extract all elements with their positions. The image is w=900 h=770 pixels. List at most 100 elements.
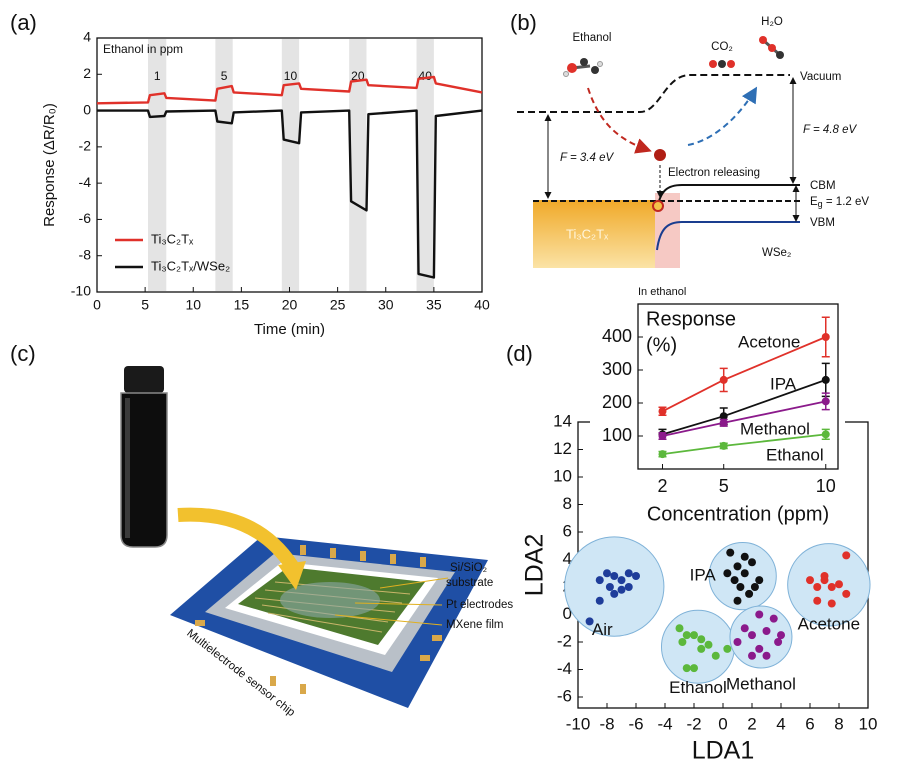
x-tick-label: 30 [378,297,394,313]
point [690,664,698,673]
point [719,412,728,421]
sensor-illustration: Si/SiO₂ substrate Pt electrodes MXene fi… [120,366,513,719]
co2-molecule [709,60,735,68]
h2o-molecule [759,36,784,59]
y-tick-label: 10 [553,466,572,485]
vial-cap [124,366,164,393]
cluster-label: IPA [690,566,717,585]
x-tick-label: -10 [566,714,591,733]
diagram-label-part: = 1.2 eV [823,196,870,208]
x-tick-label: -4 [657,714,672,733]
point [605,583,614,591]
point [719,418,728,427]
point [697,644,706,653]
pulse-label: 1 [154,69,161,83]
leader-lines [334,577,449,626]
y-tick-label: 4 [563,549,572,568]
point [595,596,604,605]
point [774,638,783,646]
y-tick-label: 100 [602,425,632,445]
point [726,548,735,557]
diagram-label: F = 4.8 eV [803,124,858,136]
point [806,576,814,585]
exposure-band [349,39,367,291]
x-tick-label: 10 [816,476,836,496]
contact-pads [195,545,442,694]
plot-frame [637,303,839,470]
point [748,631,756,640]
diagram-label: Vacuum [800,71,841,83]
point [719,375,728,384]
point [658,407,667,416]
panel-label: (b) [510,10,537,35]
y-tick-label: -2 [79,138,92,154]
diagram-label: F = 3.4 eV [560,152,615,164]
transfer-arrowhead [278,561,306,590]
y-tick-label: 4 [83,29,91,45]
y-tick-label: -10 [71,283,91,299]
ethanol-molecule [563,58,603,77]
point [658,450,667,459]
point [821,375,830,384]
cluster-circle [564,536,665,637]
cluster-label: Ethanol [669,678,727,697]
vbm-line [656,221,800,251]
point [748,651,756,660]
x-tick-label: 20 [282,297,298,313]
x-tick-label: 15 [234,297,250,313]
x-tick-label: 4 [776,714,785,733]
point [617,585,626,594]
pulse-label: 10 [284,69,298,83]
exposure-band [148,39,167,291]
band-diagram: Ethanol CO₂ H₂O Vacuum F = 3.4 eV F = 4.… [517,16,869,298]
cluster-label: Air [592,620,613,639]
point [842,551,851,560]
point [733,562,742,571]
diagram-label: WSe₂ [762,247,791,259]
x-tick-label: 2 [747,714,756,733]
diagram-label: H₂O [761,16,783,28]
diagram-label-part: E [810,196,818,208]
point [827,599,836,608]
electron-site [652,200,664,212]
y-tick-label: -8 [79,246,92,262]
y-tick-label: 6 [563,521,572,540]
point [711,651,720,660]
series-line [97,109,483,279]
cluster-label: Acetone [798,614,860,633]
desorption-arrow [687,86,758,146]
point [610,572,619,580]
y-tick-label: 14 [553,411,572,430]
point [777,631,785,640]
x-tick-label: 10 [859,714,878,733]
point [748,558,756,567]
point [675,624,684,633]
point [740,569,749,578]
diagram-label-part: g [818,199,823,209]
point [730,576,739,585]
diagram-label: Eg = 1.2 eV [810,196,869,209]
diagram-label: CBM [810,180,836,192]
diagram-label: In ethanol [638,286,686,298]
x-tick-label: 10 [185,297,201,313]
point [617,576,626,585]
point [736,583,745,591]
y-tick-label: 12 [553,439,572,458]
point [750,583,759,591]
series-label: IPA [770,374,797,393]
electron [654,149,666,161]
y-tick-label: 2 [83,65,91,81]
panel-label: (a) [10,10,37,35]
y-tick-label: 0 [563,604,572,623]
y-tick-label: 300 [602,359,632,379]
adsorption-arrow [587,87,652,154]
y-axis-label: Response (ΔR/R₀) [41,103,58,227]
y-tick-label: 400 [602,326,632,346]
series-label: Ethanol [766,445,824,464]
inset-background [590,304,845,529]
point [762,627,771,635]
x-tick-label: 2 [657,476,667,496]
plot: 100 200 300 400 2 5 10 Acetone IPA Methanol Ethano… [590,303,845,529]
